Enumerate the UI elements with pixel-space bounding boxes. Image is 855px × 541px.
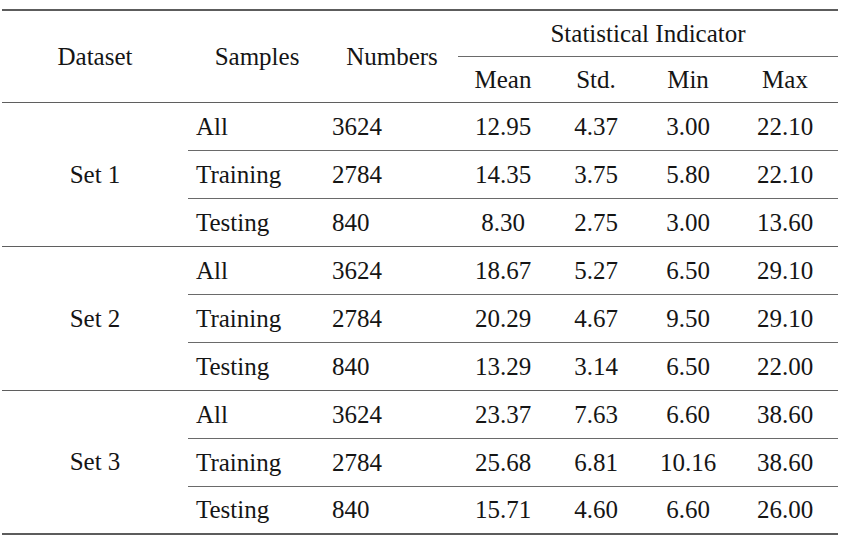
cell-mean: 20.29 [458, 294, 548, 342]
cell-samples: Testing [188, 486, 326, 534]
set-label: Set 1 [2, 102, 188, 246]
set-label: Set 2 [2, 246, 188, 390]
column-header-dataset: Dataset [2, 10, 188, 102]
column-header-max: Max [732, 56, 838, 102]
cell-numbers: 2784 [326, 294, 458, 342]
cell-std: 3.75 [548, 150, 644, 198]
cell-max: 22.00 [732, 342, 838, 390]
cell-mean: 12.95 [458, 102, 548, 150]
statistics-table: Dataset Samples Numbers Statistical Indi… [2, 9, 838, 535]
cell-std: 4.37 [548, 102, 644, 150]
column-header-mean: Mean [458, 56, 548, 102]
cell-samples: Training [188, 150, 326, 198]
cell-min: 3.00 [644, 102, 732, 150]
cell-min: 10.16 [644, 438, 732, 486]
table-row: Set 2All362418.675.276.5029.10 [2, 246, 838, 294]
table-row: Set 1All362412.954.373.0022.10 [2, 102, 838, 150]
cell-std: 4.60 [548, 486, 644, 534]
cell-numbers: 840 [326, 342, 458, 390]
cell-max: 29.10 [732, 246, 838, 294]
cell-numbers: 3624 [326, 390, 458, 438]
cell-min: 5.80 [644, 150, 732, 198]
cell-mean: 18.67 [458, 246, 548, 294]
table-body: Set 1All362412.954.373.0022.10Training27… [2, 102, 838, 534]
cell-numbers: 2784 [326, 150, 458, 198]
cell-max: 29.10 [732, 294, 838, 342]
cell-std: 4.67 [548, 294, 644, 342]
cell-numbers: 840 [326, 486, 458, 534]
cell-numbers: 2784 [326, 438, 458, 486]
cell-numbers: 3624 [326, 246, 458, 294]
cell-max: 38.60 [732, 390, 838, 438]
cell-max: 22.10 [732, 150, 838, 198]
column-header-std: Std. [548, 56, 644, 102]
paper-table-page: Dataset Samples Numbers Statistical Indi… [0, 0, 855, 535]
cell-std: 3.14 [548, 342, 644, 390]
cell-max: 38.60 [732, 438, 838, 486]
cell-min: 6.50 [644, 246, 732, 294]
header-row-top: Dataset Samples Numbers Statistical Indi… [2, 10, 838, 56]
cell-min: 6.50 [644, 342, 732, 390]
column-header-min: Min [644, 56, 732, 102]
cell-std: 7.63 [548, 390, 644, 438]
cell-max: 13.60 [732, 198, 838, 246]
cell-samples: All [188, 246, 326, 294]
column-header-numbers: Numbers [326, 10, 458, 102]
cell-mean: 13.29 [458, 342, 548, 390]
cell-max: 26.00 [732, 486, 838, 534]
cell-mean: 8.30 [458, 198, 548, 246]
table-row: Set 3All362423.377.636.6038.60 [2, 390, 838, 438]
column-header-samples: Samples [188, 10, 326, 102]
cell-samples: Training [188, 294, 326, 342]
cell-samples: Training [188, 438, 326, 486]
cell-numbers: 840 [326, 198, 458, 246]
set-label: Set 3 [2, 390, 188, 534]
cell-mean: 23.37 [458, 390, 548, 438]
cell-min: 6.60 [644, 390, 732, 438]
cell-min: 9.50 [644, 294, 732, 342]
cell-min: 3.00 [644, 198, 732, 246]
cell-samples: Testing [188, 342, 326, 390]
cell-samples: Testing [188, 198, 326, 246]
cell-std: 2.75 [548, 198, 644, 246]
cell-samples: All [188, 102, 326, 150]
cell-samples: All [188, 390, 326, 438]
cell-mean: 15.71 [458, 486, 548, 534]
cell-mean: 14.35 [458, 150, 548, 198]
cell-min: 6.60 [644, 486, 732, 534]
column-header-statistical-indicator: Statistical Indicator [458, 10, 838, 56]
cell-numbers: 3624 [326, 102, 458, 150]
cell-mean: 25.68 [458, 438, 548, 486]
cell-std: 5.27 [548, 246, 644, 294]
cell-std: 6.81 [548, 438, 644, 486]
table-header: Dataset Samples Numbers Statistical Indi… [2, 10, 838, 102]
cell-max: 22.10 [732, 102, 838, 150]
